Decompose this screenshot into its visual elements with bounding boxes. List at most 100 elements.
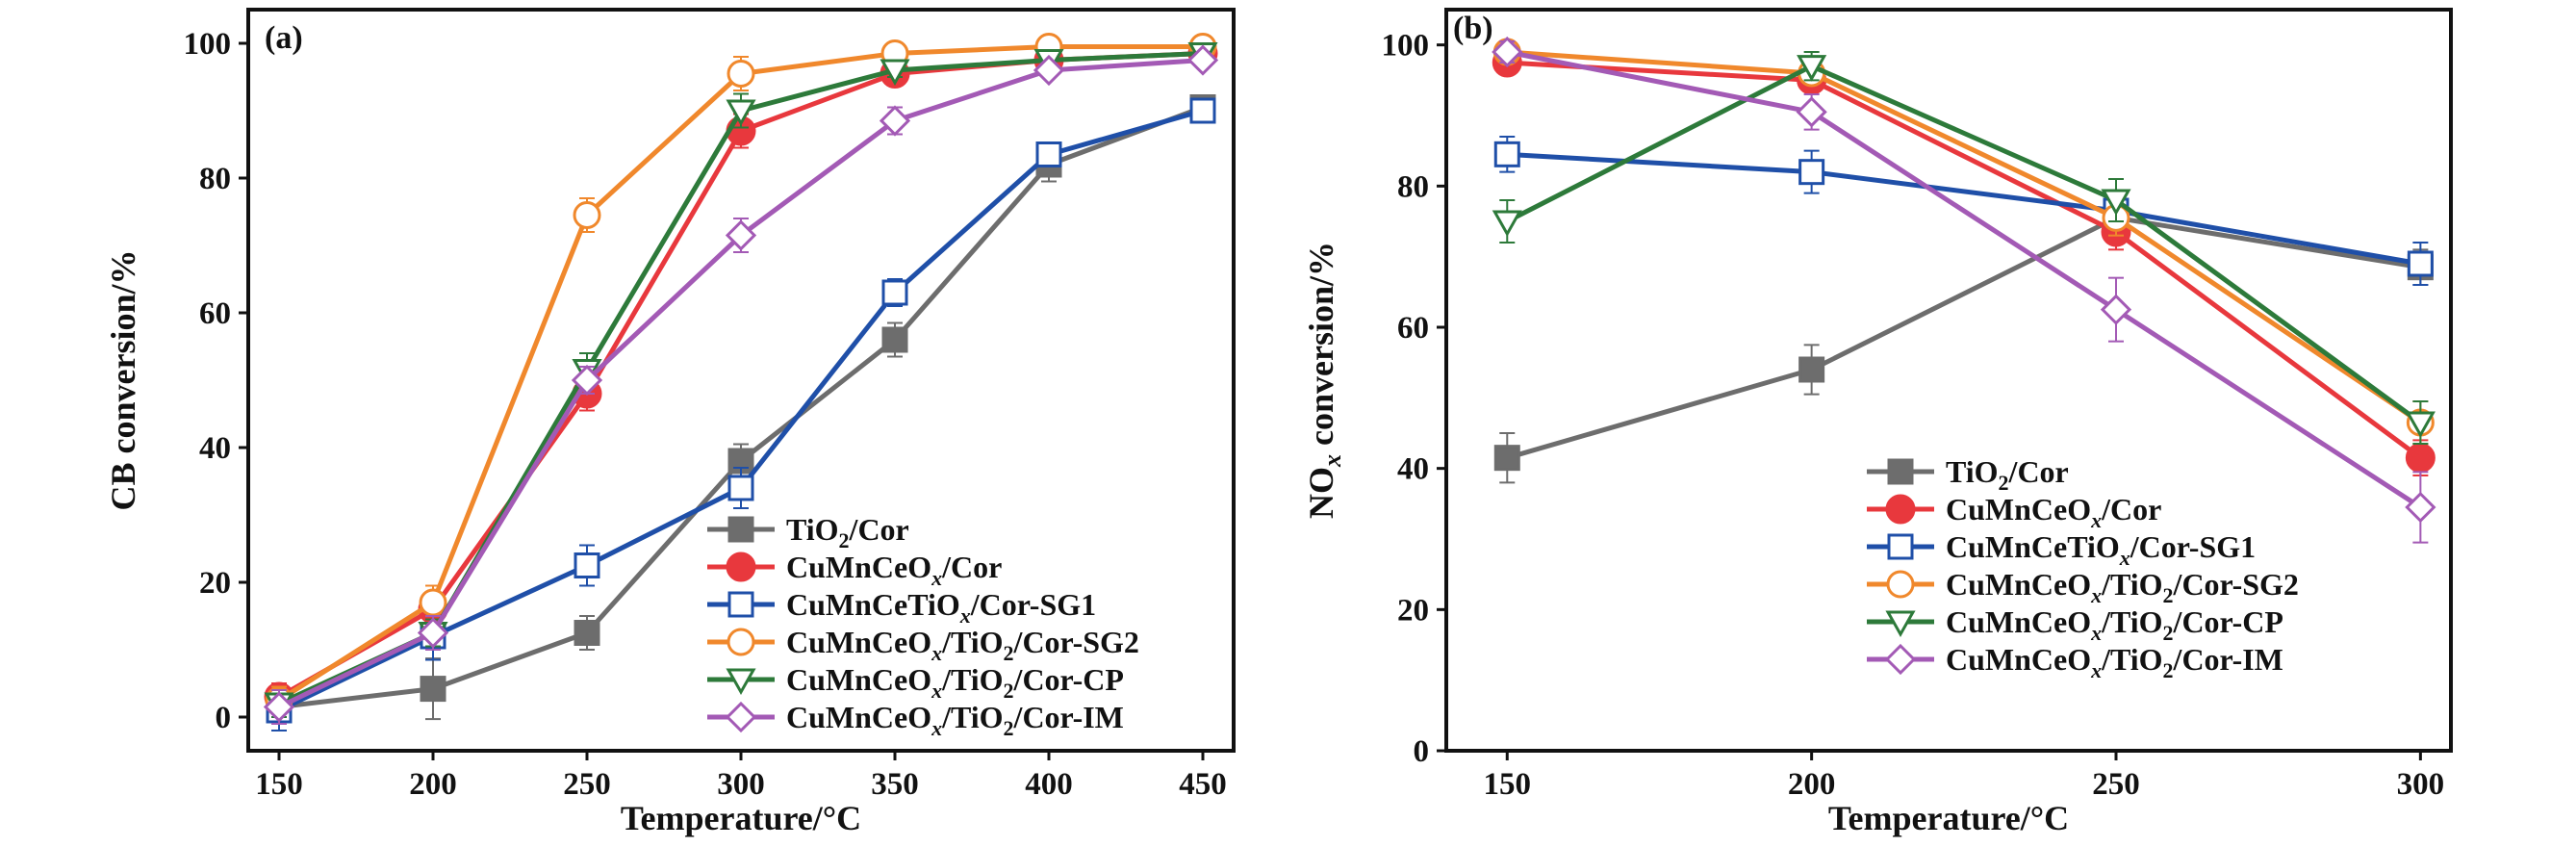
text-part: CuMnCeO	[786, 625, 931, 659]
text-part: CuMnCeO	[786, 550, 931, 584]
y-tick-label: 80	[199, 162, 231, 196]
data-point-CuMnCeTiOx	[1493, 141, 1520, 167]
y-tick-label: 40	[1397, 452, 1429, 487]
text-part: 2	[2163, 658, 2174, 682]
data-point-CuMnCeOx	[2405, 443, 2436, 474]
y-tick-label: 20	[1397, 593, 1429, 628]
data-point-CuMnCeTiOx	[2407, 250, 2434, 277]
legend-entry-IM: CuMnCeOx/TiO2/Cor-IM	[707, 700, 1124, 740]
series-CP	[1492, 51, 2436, 445]
data-point-IM	[2100, 294, 2132, 325]
x-tick-label: 250	[563, 767, 611, 802]
data-point-TiO2	[881, 326, 908, 353]
legend-label: CuMnCeOx/Cor	[1946, 492, 2161, 532]
y-tick-label: 60	[1397, 311, 1429, 346]
text-part: /TiO	[941, 662, 1003, 697]
x-tick-label: 200	[1788, 767, 1836, 802]
text-part: 2	[1004, 679, 1014, 703]
x-tick-label: 300	[2397, 767, 2445, 802]
text-part: x	[2090, 583, 2102, 607]
x-tick-label: 300	[717, 767, 765, 802]
text-part: x	[931, 641, 942, 665]
x-axis-label: Temperature/°C	[1828, 799, 2069, 837]
text-part: x	[931, 679, 942, 703]
text-part: x	[2090, 621, 2102, 645]
legend-label: CuMnCeTiOx/Cor-SG1	[1946, 529, 2256, 570]
series-line-SG2	[1507, 49, 2422, 425]
text-part: /Cor-SG1	[2130, 529, 2256, 564]
data-point-IM	[1492, 36, 1523, 68]
legend-label: CuMnCeTiOx/Cor-SG1	[786, 587, 1096, 628]
data-point-SG2	[573, 201, 601, 229]
data-point-IM	[1186, 44, 1219, 76]
text-part: /Cor-SG1	[970, 587, 1096, 622]
x-tick-label: 450	[1179, 767, 1227, 802]
legend-marker	[727, 591, 754, 618]
chart-panel-b: 150 200 250 300 0 20 40 60 80 100 Temperature/°C NO…	[1302, 8, 2453, 837]
data-point-IM	[879, 105, 911, 137]
series-line-CuMnCeOx	[1507, 60, 2422, 460]
data-point-TiO2	[1798, 356, 1825, 383]
legend-label: CuMnCeOx/TiO2/Cor-CP	[786, 662, 1124, 703]
y-tick-label: 60	[199, 296, 231, 331]
x-tick-label: 250	[2092, 767, 2140, 802]
text-part: CuMnCeO	[1946, 567, 2091, 602]
series-line-TiO2	[1506, 215, 2421, 461]
legend-entry-CuMnCeOx: CuMnCeOx/Cor	[707, 550, 1002, 590]
data-point-CuMnCeTiOx	[881, 279, 908, 306]
legend-entry-CuMnCeOx: CuMnCeOx/Cor	[1867, 492, 2161, 532]
data-point-IM	[417, 617, 449, 649]
data-point-TiO2	[574, 620, 600, 646]
text-part: CuMnCeTiO	[786, 587, 960, 622]
text-part: CuMnCeTiO	[1946, 529, 2120, 564]
legend-marker	[727, 628, 755, 656]
legend-marker	[727, 516, 754, 543]
data-point-TiO2	[1493, 445, 1520, 472]
text-part: CuMnCeO	[1946, 642, 2091, 677]
panel-label: (a)	[265, 20, 303, 56]
y-tick-label: 0	[1414, 734, 1430, 769]
text-part: /Cor	[2008, 454, 2069, 489]
data-point-IM	[1796, 96, 1827, 128]
legend-entry-SG2: CuMnCeOx/TiO2/Cor-SG2	[707, 625, 1139, 665]
data-point-CP	[1492, 210, 1522, 238]
data-point-SG2	[419, 588, 447, 617]
x-tick-label: 150	[255, 767, 303, 802]
text-part: x	[959, 603, 971, 628]
y-tick-label: 0	[216, 701, 232, 735]
text-part: /TiO	[2101, 604, 2162, 639]
text-part: x	[931, 716, 942, 740]
legend-entry-TiO2: TiO2/Cor	[707, 512, 909, 552]
data-point-CP	[2405, 411, 2436, 439]
text-part: 2	[2163, 583, 2174, 607]
data-point-TiO2	[420, 676, 446, 703]
legend-label: CuMnCeOx/TiO2/Cor-SG2	[1946, 567, 2299, 607]
data-point-CP	[880, 59, 910, 87]
series-line-CP	[1506, 64, 2422, 425]
text-part: CuMnCeO	[1946, 604, 2091, 639]
legend-marker	[726, 552, 756, 582]
data-point-IM	[725, 219, 757, 251]
legend-entry-CuMnCeTiOx: CuMnCeTiOx/Cor-SG1	[1867, 529, 2256, 570]
text-part: x	[2119, 546, 2130, 570]
legend-entry-TiO2: TiO2/Cor	[1867, 454, 2069, 495]
text-part: x	[931, 566, 942, 590]
data-point-CP	[2101, 189, 2131, 217]
legend-entry-CuMnCeTiOx: CuMnCeTiOx/Cor-SG1	[707, 587, 1096, 628]
y-tick-label: 80	[1397, 169, 1429, 204]
legend-marker	[1885, 494, 1916, 525]
y-tick-label: 100	[1382, 29, 1430, 64]
legend-marker	[1884, 643, 1917, 676]
text-part: x	[2090, 508, 2102, 532]
text-part: CuMnCeO	[1946, 492, 2091, 526]
data-point-CuMnCeTiOx	[1798, 159, 1825, 186]
text-part: /Cor-SG2	[1013, 625, 1139, 659]
series-IM	[263, 44, 1219, 725]
x-tick-label: 150	[1484, 767, 1532, 802]
text-part: /Cor-CP	[1013, 662, 1124, 697]
text-part: NO	[1302, 467, 1340, 519]
data-point-SG2	[727, 60, 755, 88]
text-part: 2	[1004, 716, 1014, 740]
legend-label: CuMnCeOx/TiO2/Cor-IM	[786, 700, 1124, 740]
